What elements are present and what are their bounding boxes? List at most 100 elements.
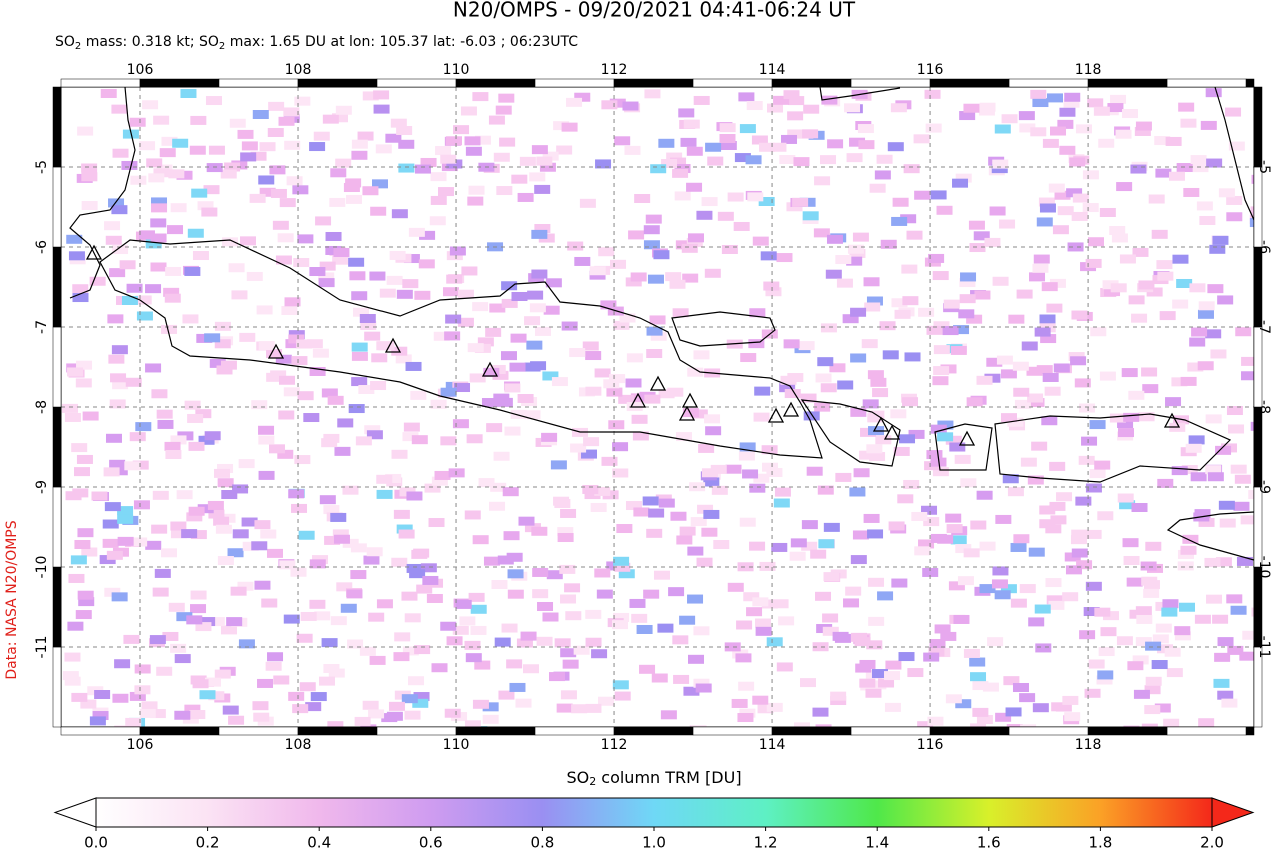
so2-pixel (849, 137, 866, 147)
so2-pixel (827, 139, 844, 149)
so2-pixel (713, 540, 730, 550)
so2-pixel (352, 307, 369, 317)
coast-lombok (934, 423, 993, 471)
so2-pixel (206, 163, 223, 173)
so2-pixel (269, 165, 286, 175)
so2-pixel (754, 386, 771, 396)
so2-pixel (151, 524, 168, 534)
so2-pixel (293, 258, 310, 268)
so2-pixel (204, 431, 221, 441)
so2-pixel (1144, 685, 1161, 695)
so2-pixel (690, 725, 707, 727)
so2-pixel (801, 541, 818, 551)
so2-pixel (710, 464, 727, 474)
so2-pixel (396, 289, 413, 299)
so2-pixel (1064, 712, 1081, 722)
x-tick-label: 118 (1075, 62, 1102, 78)
so2-pixel (682, 273, 699, 283)
so2-pixel (932, 271, 949, 281)
so2-pixel (1042, 372, 1059, 382)
so2-pixel (1046, 303, 1063, 313)
so2-pixel (823, 572, 840, 582)
so2-pixel (358, 385, 375, 395)
so2-pixel (705, 426, 722, 436)
so2-pixel (554, 498, 571, 508)
so2-pixel (530, 361, 547, 371)
so2-pixel (1100, 627, 1117, 637)
so2-pixel (550, 460, 567, 470)
so2-pixel (220, 360, 237, 370)
so2-pixel (753, 473, 770, 483)
so2-pixel (1228, 141, 1245, 151)
so2-pixel (454, 383, 471, 393)
so2-pixel (1226, 212, 1243, 222)
so2-pixel (616, 524, 633, 534)
so2-pixel (603, 379, 620, 389)
so2-pixel (986, 357, 1003, 367)
so2-pixel (946, 524, 963, 534)
so2-pixel (1226, 195, 1243, 205)
so2-pixel (503, 531, 520, 541)
so2-pixel (510, 409, 527, 419)
so2-pixel (1241, 356, 1254, 366)
so2-pixel (787, 129, 804, 139)
so2-pixel (1212, 614, 1229, 624)
so2-pixel (242, 541, 259, 551)
so2-pixel (82, 411, 99, 421)
so2-pixel (625, 378, 642, 388)
so2-pixel (153, 168, 170, 178)
so2-pixel (837, 380, 854, 390)
so2-pixel (890, 103, 907, 113)
so2-pixel (389, 250, 406, 260)
so2-pixel (630, 272, 647, 282)
so2-pixel (778, 616, 795, 626)
frame-bar (1166, 78, 1247, 88)
so2-pixel (214, 321, 231, 331)
so2-pixel (203, 185, 220, 195)
so2-pixel (535, 326, 552, 336)
so2-pixel (1226, 406, 1243, 416)
so2-pixel (885, 660, 902, 670)
so2-pixel (121, 160, 138, 170)
so2-pixel (1053, 363, 1070, 373)
frame-bar (692, 78, 773, 88)
so2-pixel (973, 231, 990, 241)
so2-pixel (309, 599, 326, 609)
so2-pixel (800, 393, 817, 403)
so2-pixel (761, 462, 778, 472)
so2-pixel (917, 721, 934, 727)
so2-pixel (814, 176, 831, 186)
so2-pixel (850, 407, 867, 417)
so2-pixel (771, 542, 788, 552)
so2-pixel (1074, 378, 1091, 388)
so2-pixel (201, 207, 218, 217)
grid (61, 87, 1254, 727)
so2-pixel (452, 419, 469, 429)
so2-pixel (1123, 412, 1140, 422)
so2-pixel (376, 474, 393, 484)
so2-pixel (1152, 634, 1169, 644)
so2-pixel (704, 414, 721, 424)
so2-pixel (340, 603, 357, 613)
so2-pixel (532, 567, 549, 577)
so2-pixel (554, 638, 571, 648)
frame-bar (613, 78, 694, 88)
y-tick-label: -11 (34, 636, 50, 659)
so2-pixel (1189, 283, 1206, 293)
so2-pixel (650, 164, 667, 174)
so2-pixel (812, 642, 829, 652)
so2-pixel (1096, 675, 1113, 685)
so2-pixel (402, 432, 419, 442)
so2-pixel (146, 158, 163, 168)
so2-pixel (598, 696, 615, 706)
so2-pixel (531, 269, 548, 279)
so2-pixel (606, 561, 623, 571)
so2-pixel (1142, 384, 1159, 394)
so2-pixel (923, 517, 940, 527)
so2-pixel (843, 598, 860, 608)
so2-pixel (557, 527, 574, 537)
so2-pixel (1207, 472, 1224, 482)
so2-pixel (792, 197, 809, 207)
y-tick-label: -7 (1256, 320, 1272, 334)
so2-pixel (76, 360, 93, 370)
